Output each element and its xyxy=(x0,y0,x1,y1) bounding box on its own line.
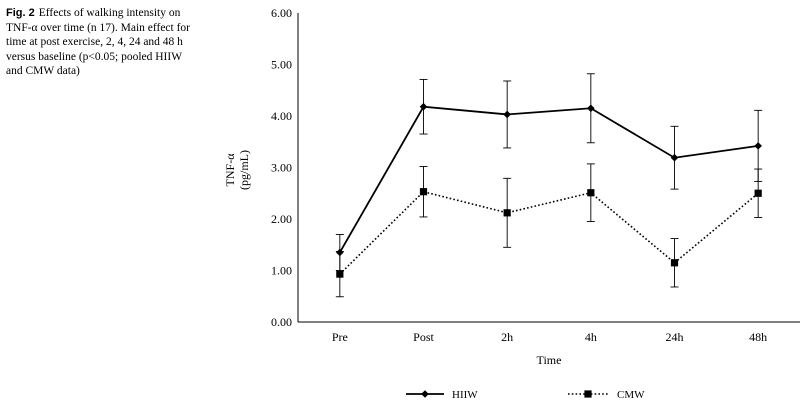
x-tick-label: 2h xyxy=(501,330,513,344)
legend-marker-hiiw xyxy=(421,390,429,398)
series-line-cmw xyxy=(339,190,759,275)
series-line-hiiw xyxy=(339,105,759,253)
y-tick-labels: 0.00 1.00 2.00 3.00 4.00 5.00 6.00 xyxy=(271,6,292,329)
x-tick-label: 4h xyxy=(585,330,597,344)
legend-entry-cmw: CMW xyxy=(568,389,645,401)
chart-axes xyxy=(297,13,800,323)
data-point-cmw xyxy=(670,259,679,267)
x-tick-labels: Pre Post 2h 4h 24h 48h xyxy=(332,330,767,344)
data-point-hiiw xyxy=(419,102,428,111)
series-markers xyxy=(336,102,762,278)
y-axis-unit: (pg/mL) xyxy=(237,150,251,190)
y-tick-label: 3.00 xyxy=(271,161,292,175)
error-bars xyxy=(335,73,763,298)
data-point-cmw xyxy=(419,188,428,196)
figure-caption: Fig. 2 Effects of walking intensity on TN… xyxy=(6,6,196,79)
x-tick-label: Post xyxy=(413,330,434,344)
data-point-cmw xyxy=(587,189,595,197)
legend-label-cmw: CMW xyxy=(617,389,645,401)
y-tick-label: 0.00 xyxy=(271,315,292,329)
y-tick-label: 1.00 xyxy=(271,264,292,278)
x-axis-title: Time xyxy=(537,353,562,367)
y-tick-label: 4.00 xyxy=(271,109,292,123)
data-point-cmw xyxy=(754,189,762,197)
data-point-hiiw xyxy=(503,110,511,119)
x-tick-label: Pre xyxy=(332,330,348,344)
legend-entry-hiiw: HIIW xyxy=(406,389,478,401)
series-lines xyxy=(339,105,759,275)
x-tick-label: 48h xyxy=(749,330,767,344)
y-tick-label: 5.00 xyxy=(271,58,292,72)
data-point-hiiw xyxy=(670,153,679,162)
data-point-cmw xyxy=(503,209,511,217)
data-point-hiiw xyxy=(587,104,595,113)
data-point-hiiw xyxy=(336,248,344,257)
legend: HIIW CMW xyxy=(406,389,645,401)
legend-marker-cmw xyxy=(584,390,592,398)
data-point-hiiw xyxy=(754,142,762,150)
figure-caption-text: Effects of walking intensity on TNF-α ov… xyxy=(6,7,191,77)
x-tick-label: 24h xyxy=(666,330,684,344)
figure-label: Fig. 2 xyxy=(6,7,35,19)
legend-label-hiiw: HIIW xyxy=(452,389,478,401)
y-axis-title: TNF-α xyxy=(223,153,237,187)
y-tick-label: 2.00 xyxy=(271,212,292,226)
data-point-cmw xyxy=(336,270,344,278)
y-tick-label: 6.00 xyxy=(271,6,292,20)
